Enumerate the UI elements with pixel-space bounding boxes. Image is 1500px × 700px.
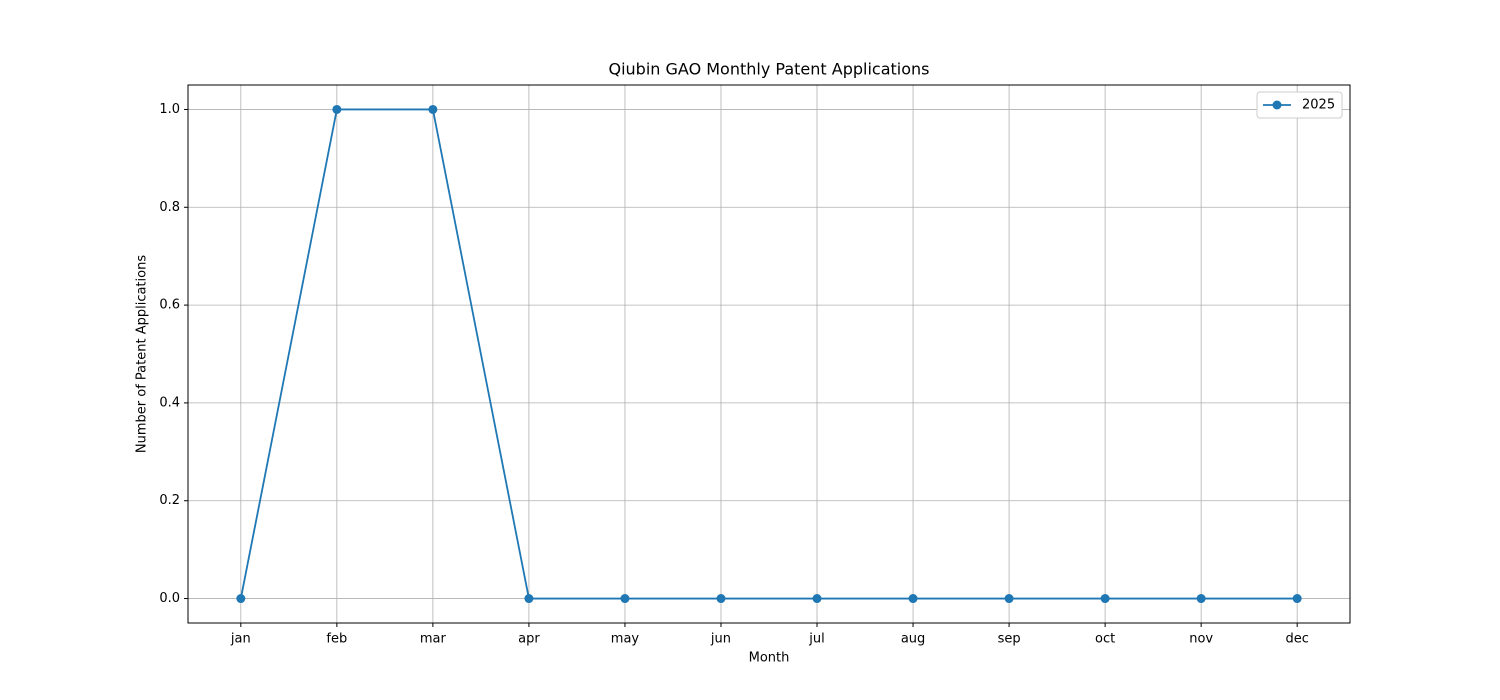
marker xyxy=(1005,594,1014,603)
x-tick-label: may xyxy=(611,632,640,647)
marker xyxy=(620,594,629,603)
x-tick-label: aug xyxy=(901,632,925,647)
y-tick-label: 0.2 xyxy=(159,493,180,508)
marker xyxy=(1293,594,1302,603)
marker xyxy=(909,594,918,603)
x-tick-label: oct xyxy=(1095,632,1115,647)
x-tick-label: jan xyxy=(230,632,251,647)
marker xyxy=(524,594,533,603)
legend-marker xyxy=(1273,101,1282,110)
chart-title: Qiubin GAO Monthly Patent Applications xyxy=(609,60,930,79)
marker xyxy=(813,594,822,603)
y-axis-label: Number of Patent Applications xyxy=(135,255,150,453)
marker xyxy=(1197,594,1206,603)
x-tick-label: feb xyxy=(326,632,347,647)
x-tick-label: nov xyxy=(1189,632,1213,647)
marker xyxy=(1101,594,1110,603)
y-tick-label: 0.6 xyxy=(159,298,180,313)
y-tick-label: 1.0 xyxy=(159,102,180,117)
x-tick-label: jul xyxy=(808,632,824,647)
legend-label: 2025 xyxy=(1302,98,1335,113)
x-axis-label: Month xyxy=(749,651,790,666)
marker xyxy=(428,105,437,114)
x-tick-label: jun xyxy=(710,632,731,647)
y-tick-label: 0.4 xyxy=(159,395,180,410)
x-tick-label: mar xyxy=(420,632,447,647)
x-tick-label: dec xyxy=(1285,632,1308,647)
x-tick-label: apr xyxy=(518,632,540,647)
y-tick-label: 0.8 xyxy=(159,200,180,215)
marker xyxy=(236,594,245,603)
y-tick-label: 0.0 xyxy=(159,591,180,606)
x-tick-label: sep xyxy=(998,632,1021,647)
marker xyxy=(332,105,341,114)
marker xyxy=(716,594,725,603)
chart: Qiubin GAO Monthly Patent Applications M… xyxy=(0,0,1500,700)
